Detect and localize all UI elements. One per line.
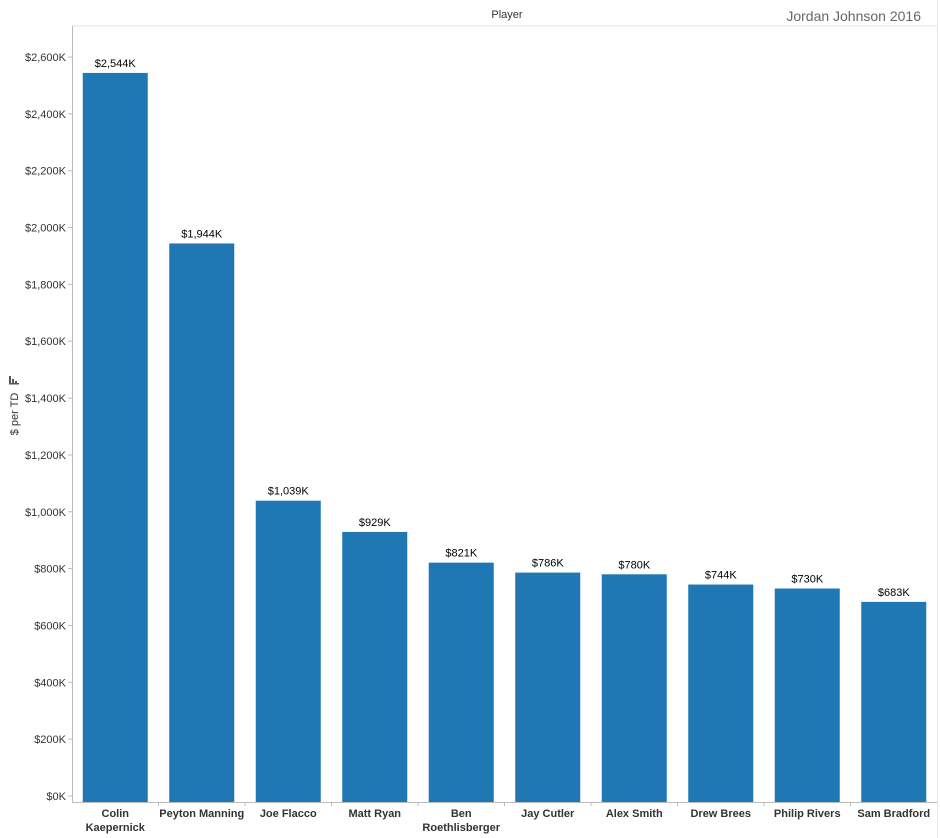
data-label: $780K	[618, 559, 650, 571]
x-category-label: Alex Smith	[606, 808, 663, 820]
y-tick-label: $1,200K	[25, 450, 67, 462]
y-tick-label: $400K	[34, 677, 66, 689]
bar	[169, 243, 235, 802]
x-category-label: Jay Cutler	[521, 808, 575, 820]
bars	[82, 72, 927, 802]
y-axis-title: $ per TD	[9, 393, 21, 436]
y-tick-label: $0K	[46, 791, 66, 803]
data-label: $1,944K	[181, 228, 223, 240]
data-label: $2,544K	[95, 58, 137, 70]
bar	[515, 572, 581, 802]
data-label: $821K	[445, 548, 477, 560]
data-labels: $2,544K $1,944K $1,039K $929K $821K $786K $780…	[95, 58, 911, 599]
x-category-label: Joe Flacco	[260, 808, 317, 820]
x-axis-title: Player	[491, 9, 523, 21]
x-category-label: Sam Bradford	[857, 808, 930, 820]
bar-chart-icon	[9, 376, 19, 385]
bar	[774, 588, 840, 802]
y-tick-label: $2,600K	[25, 52, 67, 64]
bar	[601, 574, 667, 802]
data-label: $730K	[791, 574, 823, 586]
x-category-label: Ben Roethlisberger	[422, 808, 500, 834]
y-tick-label: $2,000K	[25, 223, 67, 235]
x-category-label: Matt Ryan	[348, 808, 401, 820]
y-axis-header: $ per TD	[9, 376, 21, 435]
x-category-label: Peyton Manning	[159, 808, 244, 820]
bar	[255, 500, 321, 802]
data-label: $683K	[878, 587, 910, 599]
y-tick-label: $1,400K	[25, 393, 67, 405]
data-label: $929K	[359, 517, 391, 529]
y-tick-label: $2,200K	[25, 166, 67, 178]
x-axis-categories: Colin Kaepernick Peyton Manning Joe Flacco M…	[86, 802, 930, 834]
bar	[688, 584, 754, 802]
bar	[428, 562, 494, 802]
author-credit: Jordan Johnson 2016	[786, 8, 921, 24]
x-category-label: Philip Rivers	[774, 808, 841, 820]
x-category-label: Drew Brees	[690, 808, 751, 820]
y-tick-label: $1,600K	[25, 336, 67, 348]
x-category-label: Colin Kaepernick	[86, 808, 146, 834]
data-label: $1,039K	[268, 486, 310, 498]
bar	[861, 601, 927, 802]
bar	[82, 72, 148, 802]
y-tick-label: $600K	[34, 620, 66, 632]
y-tick-label: $200K	[34, 734, 66, 746]
y-tick-label: $800K	[34, 564, 66, 576]
data-label: $786K	[532, 558, 564, 570]
y-tick-label: $1,000K	[25, 507, 67, 519]
data-label: $744K	[705, 570, 737, 582]
y-tick-label: $2,400K	[25, 109, 67, 121]
bar	[342, 531, 408, 802]
y-tick-label: $1,800K	[25, 279, 67, 291]
y-axis-ticks: $0K $200K $400K $600K $800K $1,000K $1,200K $1,…	[25, 52, 72, 803]
